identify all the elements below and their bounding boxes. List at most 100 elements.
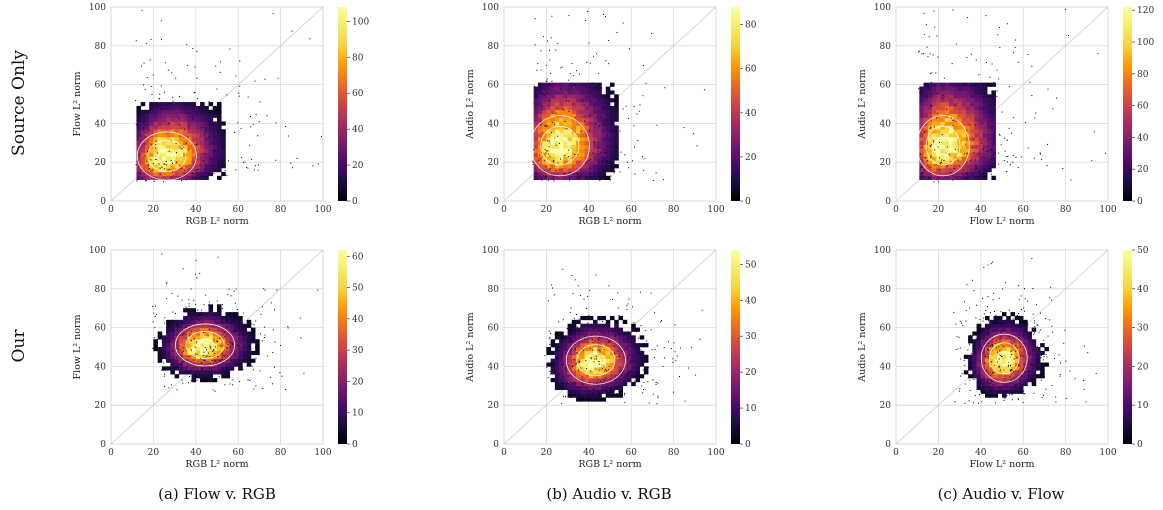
density-cell [187,343,192,347]
density-cell [606,390,611,394]
density-cell [230,324,235,328]
outlier-point [140,173,141,174]
density-cell [534,141,539,145]
outlier-point [174,367,175,368]
density-cell [593,83,598,87]
density-cell [987,160,992,164]
outlier-point [183,347,184,348]
density-cell [200,168,205,172]
density-cell [568,164,573,168]
density-cell [568,87,573,91]
density-cell [1019,316,1024,320]
outlier-point [964,365,965,366]
density-cell [555,176,560,180]
outlier-point [605,166,606,167]
density-cell [627,335,632,339]
density-cell [614,156,619,160]
outlier-point [991,381,992,382]
outlier-point [176,329,177,330]
outlier-point [1015,47,1016,48]
density-cell [559,374,564,378]
density-cell [576,129,581,133]
density-cell [534,164,539,168]
density-cell [957,87,962,91]
density-cell [932,94,937,98]
density-cell [991,153,996,157]
outlier-point [651,329,652,330]
outlier-point [980,390,981,391]
density-cell [606,145,611,149]
density-cell [563,133,568,137]
outlier-point [580,131,581,132]
outlier-point [605,152,606,153]
density-cell [534,172,539,176]
outlier-point [986,62,987,63]
density-cell [991,129,996,133]
density-cell [972,370,977,374]
outlier-point [199,315,200,316]
outlier-point [601,166,602,167]
outlier-point [921,173,922,174]
outlier-point [150,39,151,40]
density-cell [247,324,252,328]
density-cell [618,335,623,339]
density-cell [187,312,192,316]
x-tick-label: 100 [1099,205,1116,215]
density-cell [1032,382,1037,386]
outlier-point [963,85,964,86]
density-cell [991,83,996,87]
outlier-point [217,300,218,301]
density-cell [179,343,184,347]
outlier-point [224,350,225,351]
density-cell [200,374,205,378]
outlier-point [1018,365,1019,366]
outlier-point [640,349,641,350]
density-cell [217,312,222,316]
density-cell [200,149,205,153]
density-cell [585,172,590,176]
outlier-point [183,268,184,269]
density-cell [585,90,590,94]
outlier-point [644,158,645,159]
outlier-point [577,393,578,394]
outlier-point [590,370,591,371]
colorbar [1123,250,1132,444]
density-cell [987,94,992,98]
density-cell [555,145,560,149]
density-cell [568,363,573,367]
outlier-point [1018,313,1019,314]
density-cell [179,351,184,355]
density-cell [563,90,568,94]
outlier-point [961,323,962,324]
density-cell [158,359,163,363]
outlier-point [662,366,663,367]
density-cell [225,316,230,320]
density-cell [187,110,192,114]
density-cell [196,110,201,114]
density-cell [546,106,551,110]
outlier-point [979,382,980,383]
density-cell [170,164,175,168]
density-cell [1023,320,1028,324]
outlier-point [197,368,198,369]
outlier-point [971,54,972,55]
outlier-point [609,322,610,323]
density-cell [141,160,146,164]
outlier-point [617,292,618,293]
density-cell [225,331,230,335]
outlier-point [557,43,558,44]
density-cell [572,149,577,153]
colorbar [731,250,740,444]
density-cell [170,106,175,110]
caption-audio-v-rgb: (b) Audio v. RGB [546,485,671,503]
density-cell [924,102,929,106]
outlier-point [1010,365,1011,366]
y-tick-label: 100 [482,246,499,256]
outlier-point [956,44,957,45]
density-cell [593,149,598,153]
density-cell [941,149,946,153]
density-cell [563,386,568,390]
density-cell [991,141,996,145]
outlier-point [651,33,652,34]
outlier-point [1012,394,1013,395]
